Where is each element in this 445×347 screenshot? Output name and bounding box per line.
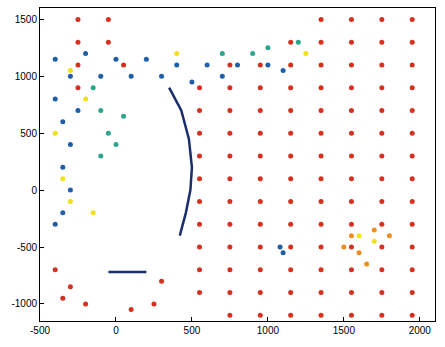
svg-text:0: 0 <box>31 185 37 196</box>
svg-text:0: 0 <box>113 325 119 336</box>
svg-text:500: 500 <box>184 325 201 336</box>
svg-text:-500: -500 <box>30 325 50 336</box>
svg-text:1500: 1500 <box>15 14 38 25</box>
svg-text:1000: 1000 <box>257 325 280 336</box>
svg-text:500: 500 <box>20 128 37 139</box>
svg-text:1000: 1000 <box>15 71 38 82</box>
svg-text:2000: 2000 <box>409 325 432 336</box>
svg-text:1500: 1500 <box>333 325 356 336</box>
svg-text:-1000: -1000 <box>11 298 37 309</box>
svg-text:-500: -500 <box>17 242 37 253</box>
